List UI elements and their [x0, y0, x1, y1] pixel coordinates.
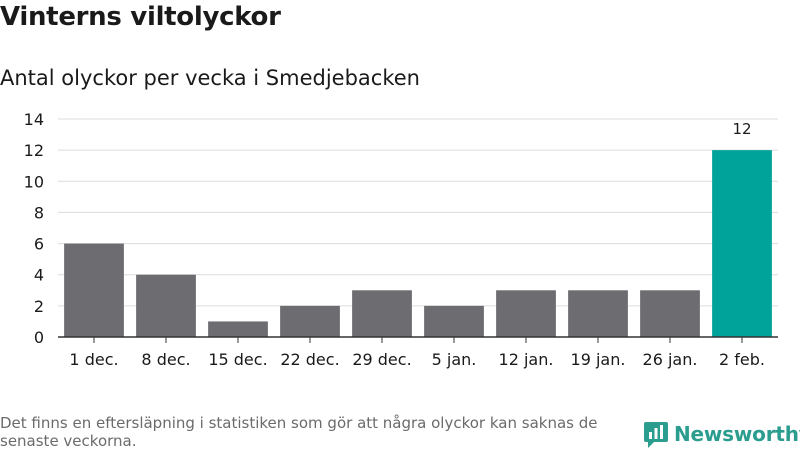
x-tick-label: 8 dec. — [141, 350, 190, 369]
y-tick-label: 2 — [34, 297, 44, 316]
bar — [280, 305, 340, 337]
chart-subtitle: Antal olyckor per vecka i Smedjebacken — [0, 66, 420, 90]
bar — [496, 290, 556, 337]
y-tick-label: 8 — [34, 203, 44, 222]
y-tick-label: 0 — [34, 328, 44, 347]
x-tick-label: 1 dec. — [69, 350, 118, 369]
brand-name: Newsworthy — [674, 422, 800, 446]
y-tick-label: 14 — [24, 110, 44, 129]
x-tick-label: 5 jan. — [432, 350, 477, 369]
bar — [352, 290, 412, 337]
brand-logo: Newsworthy — [644, 420, 800, 448]
bar — [136, 274, 196, 337]
chart-title: Vinterns viltolyckor — [0, 2, 281, 32]
bar — [208, 321, 268, 337]
bar — [64, 243, 124, 337]
x-tick-label: 22 dec. — [280, 350, 339, 369]
newsworthy-logo-icon — [644, 422, 668, 448]
bar-chart: 0 2 4 6 8 10 12 14 1 dec. 8 dec. 15 dec. 22 dec. 29 … — [24, 110, 778, 369]
bar — [568, 290, 628, 337]
bar — [640, 290, 700, 337]
y-tick-label: 12 — [24, 141, 44, 160]
bar — [424, 305, 484, 337]
x-tick-label: 26 jan. — [643, 350, 698, 369]
x-tick-label: 15 dec. — [208, 350, 267, 369]
x-tick-label: 19 jan. — [571, 350, 626, 369]
y-tick-label: 4 — [34, 266, 44, 285]
x-tick-label: 12 jan. — [499, 350, 554, 369]
x-tick-label: 29 dec. — [352, 350, 411, 369]
y-tick-label: 10 — [24, 172, 44, 191]
bar — [712, 150, 772, 337]
y-tick-label: 6 — [34, 235, 44, 254]
footnote: Det finns en eftersläpning i statistiken… — [0, 414, 598, 450]
x-tick-label: 2 feb. — [719, 350, 765, 369]
data-label: 12 — [732, 120, 751, 138]
